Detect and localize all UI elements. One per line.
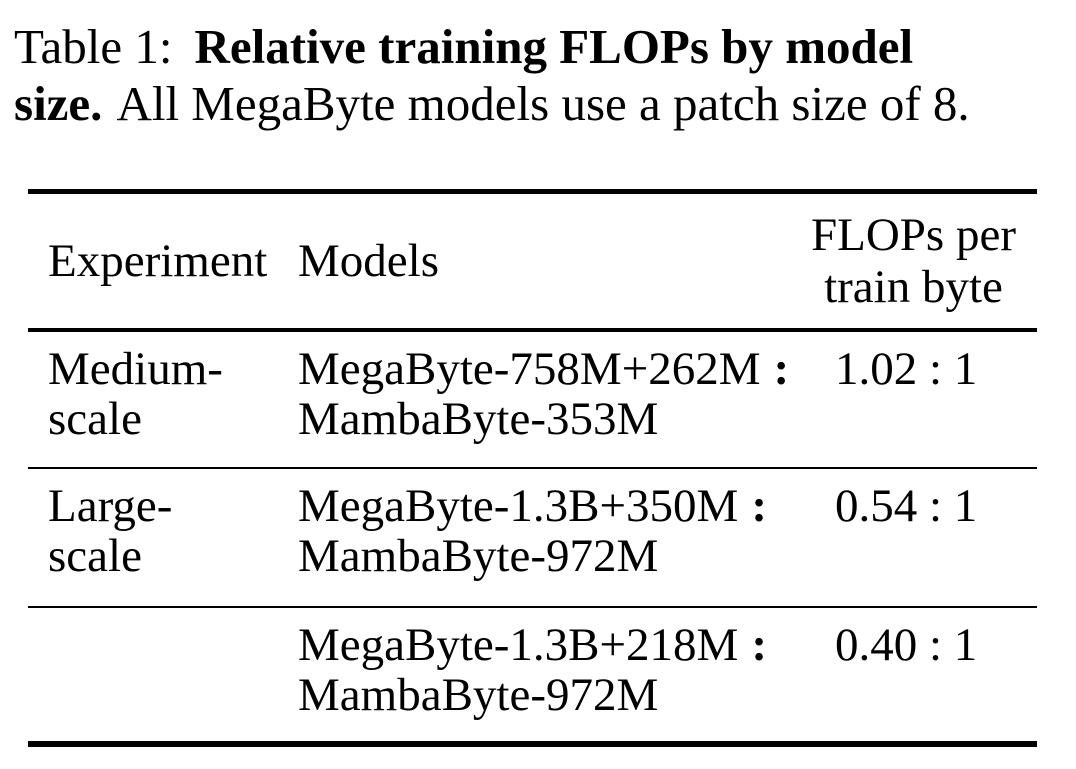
models-cell: MegaByte-1.3B+218M: MambaByte-972M [298,608,790,741]
header-experiment: Experiment [48,235,268,287]
flops-ratio-cell: 0.54 : 1 [835,480,978,532]
flops-ratio-cell: 1.02 : 1 [835,343,978,395]
flops-table: Experiment Models FLOPs per train byte M… [28,189,1037,747]
experiment-line-1: Medium- [48,343,223,395]
model-separator-colon: : [751,619,767,671]
caption-line-1: Table 1: Relative training FLOPs by model [14,18,1076,75]
models-cell: MegaByte-758M+262M: MambaByte-353M [298,332,790,467]
caption-line-2: size. All MegaByte models use a patch siz… [14,75,1076,132]
header-models: Models [298,235,439,287]
mambabyte-model: MambaByte-972M [298,669,659,721]
table-row-large-scale-cont: MegaByte-1.3B+218M: MambaByte-972M 0.40 … [28,606,1037,747]
megabyte-model: MegaByte-1.3B+218M [298,619,739,671]
caption-label: Table 1: [14,19,173,74]
caption-title-bold-cont: size. [14,76,103,131]
experiment-line-2: scale [48,530,142,582]
experiment-cell: Large- scale [28,469,298,606]
experiment-cell: Medium- scale [28,332,298,467]
experiment-cell-empty [28,608,298,741]
header-flops-line-1: FLOPs per [811,209,1016,261]
header-flops-line-2: train byte [824,261,1003,313]
mambabyte-model: MambaByte-972M [298,530,659,582]
table-header-row: Experiment Models FLOPs per train byte [28,189,1037,332]
megabyte-model: MegaByte-758M+262M [298,343,761,395]
experiment-line-1: Large- [48,480,173,532]
model-separator-colon: : [751,480,767,532]
flops-ratio-cell: 0.40 : 1 [835,619,978,671]
caption-title-bold: Relative training FLOPs by model [194,19,914,74]
model-separator-colon: : [773,343,790,395]
mambabyte-model: MambaByte-353M [298,393,659,445]
megabyte-model: MegaByte-1.3B+350M [298,480,739,532]
megabyte-model-line: MegaByte-1.3B+350M: [298,481,790,531]
experiment-line-2: scale [48,393,142,445]
header-flops-per-train-byte: FLOPs per train byte [790,209,1037,313]
megabyte-model-line: MegaByte-1.3B+218M: [298,620,790,670]
megabyte-model-line: MegaByte-758M+262M: [298,344,790,394]
models-cell: MegaByte-1.3B+350M: MambaByte-972M [298,469,790,606]
caption-body-text: All MegaByte models use a patch size of … [116,76,970,131]
table-caption: Table 1: Relative training FLOPs by model… [0,0,1076,132]
table-row-medium-scale: Medium- scale MegaByte-758M+262M: MambaB… [28,332,1037,467]
table-row-large-scale: Large- scale MegaByte-1.3B+350M: MambaBy… [28,467,1037,606]
